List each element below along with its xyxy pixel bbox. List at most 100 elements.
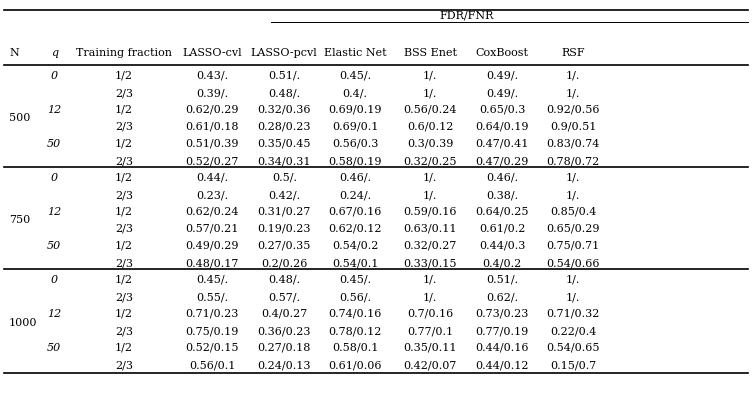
Text: 12: 12 (47, 105, 61, 115)
Text: 0: 0 (50, 71, 58, 81)
Text: 0.36/0.23: 0.36/0.23 (257, 326, 311, 336)
Text: 0.49/0.29: 0.49/0.29 (185, 241, 239, 251)
Text: 0.48/0.17: 0.48/0.17 (186, 258, 238, 268)
Text: 0.24/0.13: 0.24/0.13 (257, 360, 311, 370)
Text: 0.92/0.56: 0.92/0.56 (546, 105, 600, 115)
Text: 0.77/0.1: 0.77/0.1 (407, 326, 453, 336)
Text: 0.56/.: 0.56/. (339, 292, 371, 302)
Text: 1/.: 1/. (423, 88, 438, 98)
Text: FDR/FNR: FDR/FNR (439, 11, 493, 21)
Text: 0.56/0.3: 0.56/0.3 (332, 139, 378, 149)
Text: 0.51/.: 0.51/. (268, 71, 300, 81)
Text: 0.73/0.23: 0.73/0.23 (476, 309, 529, 319)
Text: 0.49/.: 0.49/. (487, 71, 518, 81)
Text: 0.23/.: 0.23/. (196, 190, 228, 200)
Text: 0.51/.: 0.51/. (487, 275, 518, 285)
Text: 0.43/.: 0.43/. (196, 71, 228, 81)
Text: 0.47/0.29: 0.47/0.29 (476, 156, 529, 166)
Text: 1/2: 1/2 (115, 173, 133, 183)
Text: 0.57/.: 0.57/. (268, 292, 300, 302)
Text: 0.85/0.4: 0.85/0.4 (550, 207, 596, 217)
Text: 0.55/.: 0.55/. (196, 292, 228, 302)
Text: 0.45/.: 0.45/. (339, 71, 371, 81)
Text: 1/2: 1/2 (115, 309, 133, 319)
Text: Training fraction: Training fraction (76, 48, 172, 58)
Text: 0.48/.: 0.48/. (268, 275, 300, 285)
Text: 0.44/0.12: 0.44/0.12 (475, 360, 529, 370)
Text: LASSO-pcvl: LASSO-pcvl (251, 48, 317, 58)
Text: 0.3/0.39: 0.3/0.39 (407, 139, 453, 149)
Text: 0.58/0.1: 0.58/0.1 (332, 343, 378, 353)
Text: 0.52/0.15: 0.52/0.15 (185, 343, 239, 353)
Text: 0.46/.: 0.46/. (339, 173, 371, 183)
Text: 1/.: 1/. (566, 292, 581, 302)
Text: 0.58/0.19: 0.58/0.19 (328, 156, 382, 166)
Text: 0.78/0.12: 0.78/0.12 (329, 326, 381, 336)
Text: 0: 0 (50, 173, 58, 183)
Text: 0.56/0.24: 0.56/0.24 (403, 105, 457, 115)
Text: 0.38/.: 0.38/. (487, 190, 518, 200)
Text: 0.7/0.16: 0.7/0.16 (407, 309, 453, 319)
Text: 0.62/0.12: 0.62/0.12 (328, 224, 382, 234)
Text: 50: 50 (47, 343, 61, 353)
Text: 2/3: 2/3 (115, 326, 133, 336)
Text: 1/.: 1/. (566, 88, 581, 98)
Text: 50: 50 (47, 139, 61, 149)
Text: 1/2: 1/2 (115, 275, 133, 285)
Text: 0.65/0.29: 0.65/0.29 (546, 224, 600, 234)
Text: 1/2: 1/2 (115, 71, 133, 81)
Text: 2/3: 2/3 (115, 258, 133, 268)
Text: 0.4/.: 0.4/. (342, 88, 368, 98)
Text: 0.15/0.7: 0.15/0.7 (550, 360, 596, 370)
Text: 1/.: 1/. (566, 275, 581, 285)
Text: 0.69/0.19: 0.69/0.19 (328, 105, 382, 115)
Text: 0.52/0.27: 0.52/0.27 (186, 156, 238, 166)
Text: 2/3: 2/3 (115, 88, 133, 98)
Text: 0.62/0.29: 0.62/0.29 (185, 105, 239, 115)
Text: 1/.: 1/. (423, 71, 438, 81)
Text: 0.4/0.2: 0.4/0.2 (483, 258, 522, 268)
Text: 0.34/0.31: 0.34/0.31 (257, 156, 311, 166)
Text: Elastic Net: Elastic Net (323, 48, 387, 58)
Text: 12: 12 (47, 309, 61, 319)
Text: 0.75/0.71: 0.75/0.71 (547, 241, 599, 251)
Text: 750: 750 (9, 216, 30, 226)
Text: 2/3: 2/3 (115, 190, 133, 200)
Text: 0.45/.: 0.45/. (339, 275, 371, 285)
Text: 0.54/0.66: 0.54/0.66 (546, 258, 600, 268)
Text: 1/.: 1/. (423, 275, 438, 285)
Text: 0.32/0.36: 0.32/0.36 (257, 105, 311, 115)
Text: LASSO-cvl: LASSO-cvl (182, 48, 242, 58)
Text: 0: 0 (50, 275, 58, 285)
Text: 0.49/.: 0.49/. (487, 88, 518, 98)
Text: 0.75/0.19: 0.75/0.19 (186, 326, 238, 336)
Text: 0.9/0.51: 0.9/0.51 (550, 122, 596, 132)
Text: 1/2: 1/2 (115, 207, 133, 217)
Text: 0.24/.: 0.24/. (339, 190, 371, 200)
Text: 0.61/0.18: 0.61/0.18 (185, 122, 239, 132)
Text: 0.61/0.06: 0.61/0.06 (328, 360, 382, 370)
Text: 0.67/0.16: 0.67/0.16 (329, 207, 381, 217)
Text: 2/3: 2/3 (115, 122, 133, 132)
Text: 0.71/0.23: 0.71/0.23 (186, 309, 238, 319)
Text: 0.5/.: 0.5/. (271, 173, 297, 183)
Text: 0.59/0.16: 0.59/0.16 (403, 207, 457, 217)
Text: 0.64/0.19: 0.64/0.19 (475, 122, 529, 132)
Text: 0.35/0.45: 0.35/0.45 (257, 139, 311, 149)
Text: 0.44/0.16: 0.44/0.16 (475, 343, 529, 353)
Text: 0.83/0.74: 0.83/0.74 (547, 139, 599, 149)
Text: 0.4/0.27: 0.4/0.27 (261, 309, 308, 319)
Text: 50: 50 (47, 241, 61, 251)
Text: 0.39/.: 0.39/. (196, 88, 228, 98)
Text: 2/3: 2/3 (115, 360, 133, 370)
Text: 1/.: 1/. (423, 173, 438, 183)
Text: 1/.: 1/. (423, 190, 438, 200)
Text: 0.64/0.25: 0.64/0.25 (475, 207, 529, 217)
Text: 0.74/0.16: 0.74/0.16 (329, 309, 381, 319)
Text: 0.63/0.11: 0.63/0.11 (403, 224, 457, 234)
Text: 12: 12 (47, 207, 61, 217)
Text: 0.19/0.23: 0.19/0.23 (257, 224, 311, 234)
Text: 0.45/.: 0.45/. (196, 275, 228, 285)
Text: 0.56/0.1: 0.56/0.1 (189, 360, 235, 370)
Text: 0.33/0.15: 0.33/0.15 (403, 258, 457, 268)
